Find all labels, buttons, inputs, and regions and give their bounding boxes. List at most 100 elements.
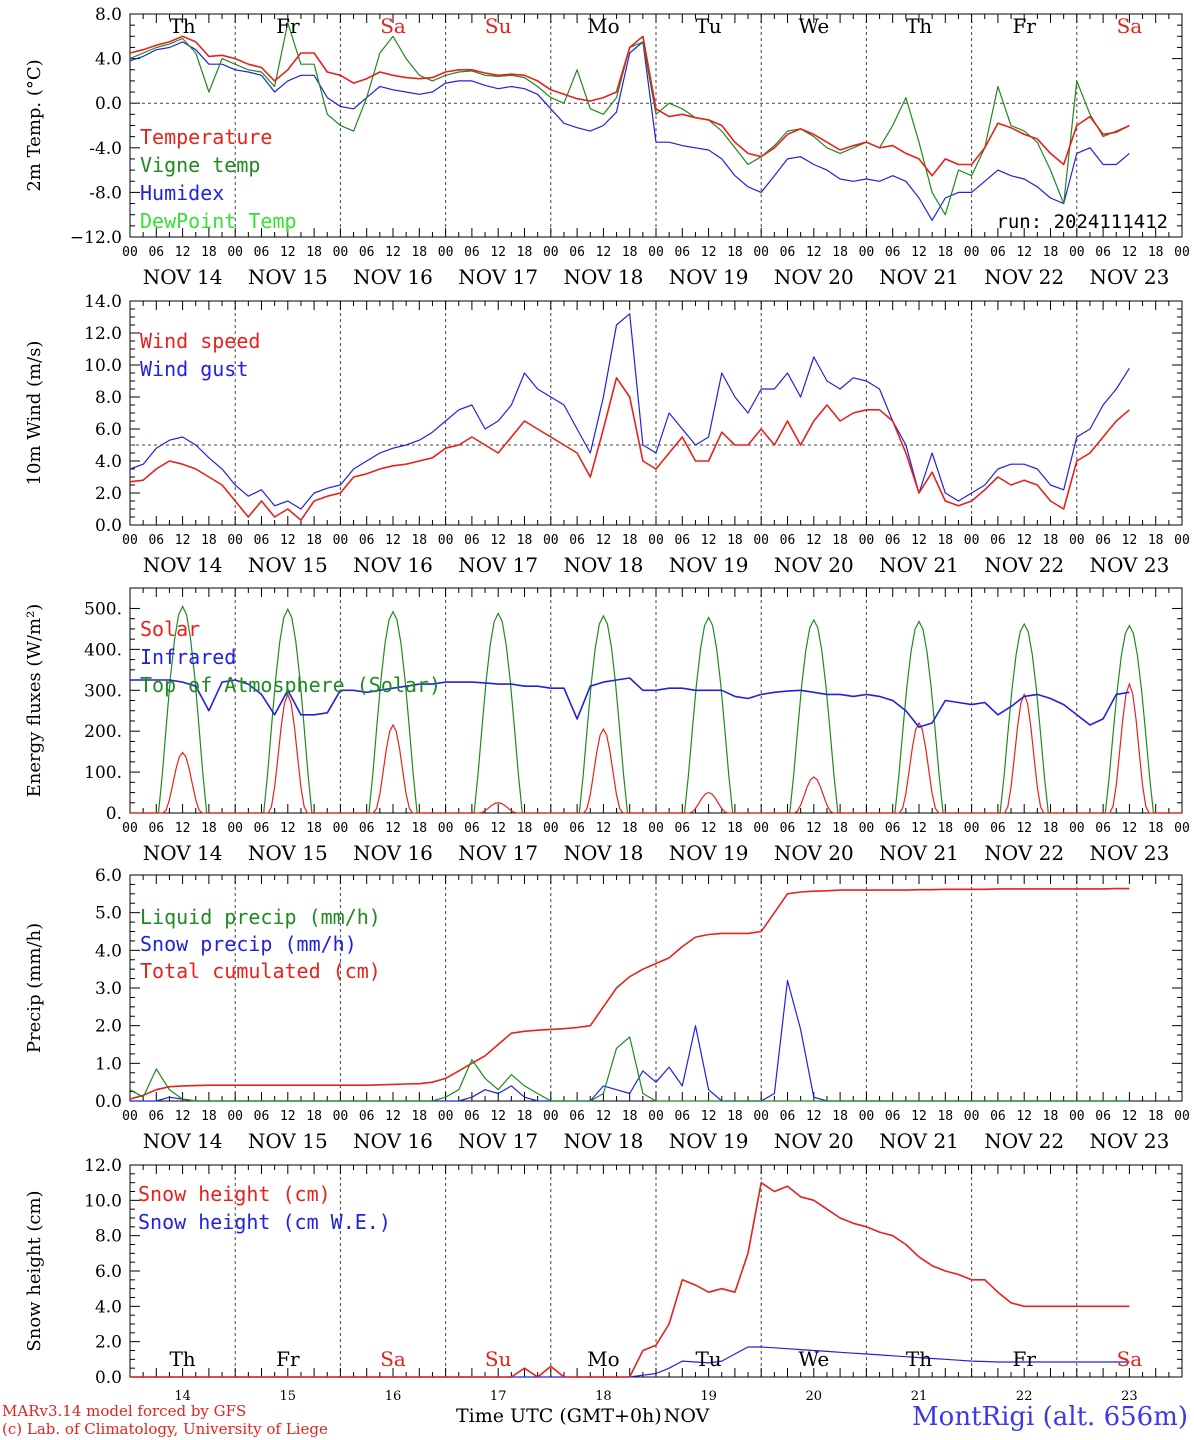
hour-tick-label: 12 (175, 1109, 191, 1124)
hour-tick-label: 06 (569, 245, 585, 260)
legend-entry: Liquid precip (mm/h) (140, 905, 381, 929)
day-number-label: 22 (1016, 1389, 1033, 1404)
series-line (130, 979, 1130, 1102)
hour-tick-label: 18 (411, 245, 427, 260)
x-axis-label: Time UTC (GMT+0h) (456, 1405, 662, 1427)
hour-tick-label: 06 (780, 245, 796, 260)
hour-tick-label: 12 (1016, 1109, 1032, 1124)
legend-entry: Wind gust (140, 357, 248, 381)
hour-tick-label: 12 (1122, 1109, 1138, 1124)
hour-tick-label: 12 (1122, 533, 1138, 548)
y-tick-label: 1.0 (95, 1054, 122, 1074)
hour-tick-label: 18 (201, 821, 217, 836)
legend-entry: Snow precip (mm/h) (140, 932, 357, 956)
hour-tick-label: 12 (701, 245, 717, 260)
series-line (129, 887, 1130, 1100)
plot-frame (129, 13, 1183, 238)
y-tick-label: 100. (84, 763, 122, 783)
legend-entry: Wind speed (140, 329, 260, 353)
hour-tick-label: 18 (306, 533, 322, 548)
y-tick-label: 12.0 (84, 324, 122, 344)
date-label: NOV 21 (879, 265, 959, 289)
legend-entry: Vigne temp (140, 153, 260, 177)
hour-tick-label: 12 (806, 533, 822, 548)
date-label: NOV 21 (879, 1129, 959, 1153)
y-tick-label: -4.0 (89, 139, 122, 159)
hour-tick-label: 12 (911, 821, 927, 836)
series-line (130, 677, 1130, 728)
hour-tick-label: 00 (648, 1109, 664, 1124)
month-label: NOV (663, 1405, 710, 1427)
date-label: NOV 17 (458, 841, 538, 865)
hour-tick-label: 12 (596, 1109, 612, 1124)
hour-tick-label: 00 (122, 533, 138, 548)
hour-tick-label: 18 (1043, 533, 1059, 548)
hour-tick-label: 00 (1174, 245, 1190, 260)
weekday-label: Fr (1012, 14, 1036, 38)
y-tick-label: 12.0 (84, 1156, 122, 1176)
y-tick-label: 200. (84, 722, 122, 742)
footer-copyright: (c) Lab. of Climatology, University of L… (2, 1420, 328, 1438)
hour-tick-label: 18 (937, 245, 953, 260)
date-label: NOV 21 (879, 841, 959, 865)
hour-tick-label: 12 (175, 821, 191, 836)
y-tick-label: 2.0 (95, 1017, 122, 1037)
series-line (129, 313, 1130, 510)
hour-tick-label: 06 (885, 533, 901, 548)
hour-tick-label: 12 (280, 533, 296, 548)
hour-tick-label: 00 (1174, 533, 1190, 548)
series-line (129, 376, 1130, 522)
hour-tick-label: 06 (569, 533, 585, 548)
date-label: NOV 15 (248, 841, 328, 865)
hour-tick-label: 18 (1043, 245, 1059, 260)
hour-tick-label: 06 (148, 533, 164, 548)
plot-frame (129, 300, 1183, 526)
hour-tick-label: 06 (148, 245, 164, 260)
hour-tick-label: 06 (990, 245, 1006, 260)
legend-entry: Humidex (140, 181, 224, 205)
hour-tick-label: 18 (622, 821, 638, 836)
legend-entry: Snow height (cm W.E.) (138, 1210, 391, 1234)
hour-tick-label: 12 (1016, 245, 1032, 260)
hour-tick-label: 06 (885, 1109, 901, 1124)
date-label: NOV 14 (143, 553, 223, 577)
hour-tick-label: 00 (438, 1109, 454, 1124)
y-tick-label: 500. (84, 599, 122, 619)
hour-tick-label: 12 (385, 245, 401, 260)
footer-model: MARv3.14 model forced by GFS (2, 1402, 247, 1420)
hour-tick-label: 12 (701, 533, 717, 548)
weekday-label: Tu (695, 14, 721, 38)
y-tick-label: 5.0 (95, 904, 122, 924)
date-label: NOV 19 (669, 265, 749, 289)
legend-entry: Temperature (140, 125, 272, 149)
date-label: NOV 19 (669, 841, 749, 865)
y-tick-label: 0.0 (95, 94, 122, 114)
date-label: NOV 15 (248, 553, 328, 577)
y-axis-label: Snow height (cm) (24, 1190, 45, 1351)
y-tick-label: 8.0 (95, 388, 122, 408)
hour-tick-label: 06 (990, 1109, 1006, 1124)
y-tick-label: -8.0 (89, 183, 122, 203)
legend-entry: Infrared (140, 645, 236, 669)
hour-tick-label: 12 (385, 533, 401, 548)
weekday-label: We (798, 1347, 829, 1371)
date-label: NOV 16 (353, 553, 433, 577)
hour-tick-label: 00 (543, 1109, 559, 1124)
date-label: NOV 23 (1090, 1129, 1170, 1153)
date-label: NOV 22 (984, 553, 1064, 577)
date-label: NOV 18 (564, 553, 644, 577)
legend-entry: Solar (140, 617, 200, 641)
hour-tick-label: 12 (596, 821, 612, 836)
hour-tick-label: 00 (227, 533, 243, 548)
y-axis-label: Precip (mm/h) (24, 923, 45, 1053)
weekday-label: Mo (587, 1347, 620, 1371)
hour-tick-label: 00 (1069, 1109, 1085, 1124)
legend-entry: Top of Atmosphere (Solar) (140, 673, 441, 697)
hour-tick-label: 00 (1069, 821, 1085, 836)
y-tick-label: 6.0 (95, 1262, 122, 1282)
date-label: NOV 20 (774, 1129, 854, 1153)
hour-tick-label: 00 (1069, 533, 1085, 548)
y-tick-label: 3.0 (95, 979, 122, 999)
y-axis-label: 10m Wind (m/s) (24, 341, 45, 486)
hour-tick-label: 06 (1095, 821, 1111, 836)
